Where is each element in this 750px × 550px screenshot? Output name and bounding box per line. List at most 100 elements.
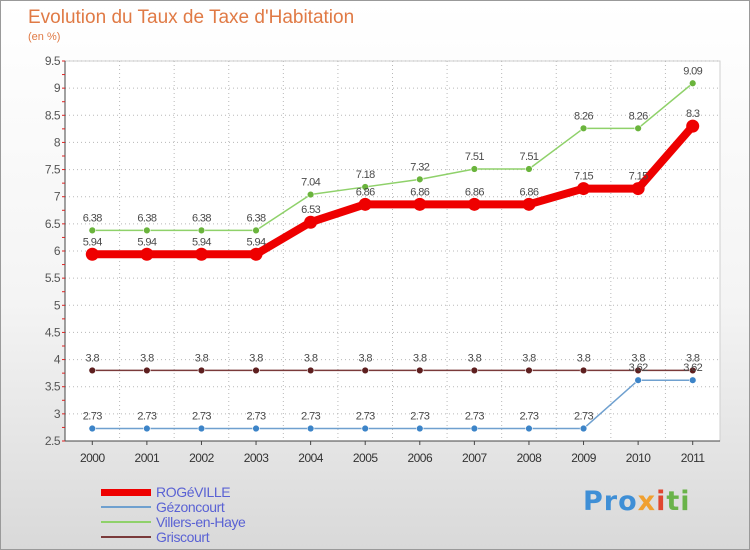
data-point-villers-en-haye	[416, 175, 424, 184]
y-tick-label: 3	[54, 407, 61, 421]
data-label-villers-en-haye: 6.38	[192, 212, 211, 224]
data-label-gezoncourt: 2.73	[574, 411, 593, 423]
proxiti-logo: Proxiti	[583, 486, 691, 517]
y-tick-label: 4.5	[45, 325, 61, 339]
data-point-griscourt	[252, 366, 260, 375]
x-tick-label: 2006	[407, 451, 433, 465]
data-label-griscourt: 3.8	[358, 352, 372, 364]
data-point-gezoncourt	[525, 424, 533, 433]
data-point-griscourt	[88, 366, 96, 375]
data-label-gezoncourt: 3.62	[629, 362, 648, 374]
data-label-griscourt: 3.8	[304, 352, 318, 364]
data-point-rogeville	[249, 247, 263, 261]
x-tick-label: 2000	[80, 451, 106, 465]
data-label-griscourt: 3.8	[468, 352, 482, 364]
data-point-griscourt	[689, 366, 697, 375]
series-line-gezoncourt	[91, 379, 694, 430]
logo-part-2: x	[637, 486, 657, 517]
data-point-rogeville	[85, 247, 99, 261]
x-tick-label: 2005	[353, 451, 379, 465]
x-tick-label: 2007	[462, 451, 488, 465]
data-point-gezoncourt	[689, 376, 697, 384]
data-point-griscourt	[416, 366, 424, 375]
data-point-villers-en-haye	[525, 165, 533, 173]
data-label-rogeville: 7.15	[629, 171, 648, 183]
data-label-gezoncourt: 3.62	[683, 362, 702, 374]
data-label-villers-en-haye: 6.38	[247, 212, 266, 224]
data-point-rogeville	[304, 215, 318, 229]
data-label-griscourt: 3.8	[249, 352, 263, 364]
data-label-griscourt: 3.8	[577, 352, 591, 364]
legend-swatch-rogeville	[101, 489, 151, 496]
y-tick-label: 5.5	[45, 271, 61, 285]
data-point-gezoncourt	[88, 424, 96, 433]
chart-title: Evolution du Taux de Taxe d'Habitation	[28, 7, 355, 28]
data-point-gezoncourt	[197, 424, 206, 433]
y-tick-label: 5	[54, 298, 61, 312]
legend-label-griscourt: Griscourt	[156, 529, 210, 545]
data-point-gezoncourt	[579, 424, 588, 433]
y-tick-label: 8.5	[45, 108, 61, 122]
data-point-gezoncourt	[361, 424, 369, 433]
data-label-rogeville: 6.86	[519, 186, 538, 198]
data-point-rogeville	[631, 182, 645, 196]
data-label-rogeville: 6.53	[301, 204, 320, 216]
data-point-gezoncourt	[470, 424, 479, 433]
y-tick-label: 9	[54, 81, 61, 95]
data-point-villers-en-haye	[579, 124, 588, 133]
data-point-villers-en-haye	[197, 226, 206, 235]
data-label-rogeville: 6.86	[356, 186, 375, 198]
data-label-griscourt: 3.8	[195, 352, 209, 364]
data-label-gezoncourt: 2.73	[137, 411, 156, 423]
data-label-villers-en-haye: 7.32	[410, 161, 429, 173]
data-label-villers-en-haye: 6.38	[83, 212, 102, 224]
data-point-griscourt	[197, 366, 206, 375]
data-label-gezoncourt: 2.73	[301, 411, 320, 423]
y-tick-label: 9.5	[45, 54, 61, 68]
data-label-rogeville: 5.94	[83, 236, 102, 248]
data-point-rogeville	[140, 247, 154, 261]
data-label-rogeville: 6.86	[465, 186, 484, 198]
data-point-villers-en-haye	[88, 226, 96, 235]
data-label-griscourt: 3.8	[686, 352, 700, 364]
data-label-gezoncourt: 2.73	[410, 411, 429, 423]
data-point-villers-en-haye	[306, 190, 315, 199]
data-label-rogeville: 5.94	[192, 236, 211, 248]
data-label-villers-en-haye: 7.51	[519, 151, 538, 163]
y-tick-label: 8	[54, 135, 61, 149]
data-label-villers-en-haye: 7.51	[465, 151, 484, 163]
data-point-gezoncourt	[143, 424, 151, 433]
data-label-rogeville: 8.3	[686, 108, 700, 120]
data-label-villers-en-haye: 6.38	[137, 212, 156, 224]
data-point-rogeville	[577, 182, 591, 196]
series-line-rogeville	[88, 122, 697, 259]
data-label-villers-en-haye: 7.04	[301, 177, 320, 189]
logo-part-4: ti	[666, 486, 691, 517]
data-label-rogeville: 7.15	[574, 171, 593, 183]
data-point-gezoncourt	[306, 424, 315, 433]
data-label-rogeville: 6.86	[410, 186, 429, 198]
data-point-gezoncourt	[252, 424, 260, 433]
data-label-villers-en-haye: 8.26	[629, 110, 648, 122]
data-point-villers-en-haye	[361, 183, 369, 191]
y-tick-label: 4	[54, 353, 61, 367]
x-tick-label: 2002	[189, 451, 215, 465]
data-point-griscourt	[525, 366, 533, 375]
legend-label-rogeville: ROGéVILLE	[156, 484, 231, 500]
x-tick-label: 2010	[626, 451, 652, 465]
data-label-gezoncourt: 2.73	[192, 411, 211, 423]
data-label-griscourt: 3.8	[86, 352, 100, 364]
data-label-villers-en-haye: 9.09	[683, 65, 702, 77]
data-point-griscourt	[306, 366, 315, 375]
y-tick-label: 6.5	[45, 217, 61, 231]
data-label-gezoncourt: 2.73	[465, 411, 484, 423]
x-tick-label: 2001	[135, 451, 161, 465]
y-tick-label: 2.5	[45, 434, 61, 448]
unit-label: (en %)	[28, 31, 61, 43]
data-point-gezoncourt	[634, 376, 642, 384]
y-tick-label: 6	[54, 244, 61, 258]
data-point-villers-en-haye	[470, 165, 479, 173]
data-point-villers-en-haye	[634, 124, 642, 133]
